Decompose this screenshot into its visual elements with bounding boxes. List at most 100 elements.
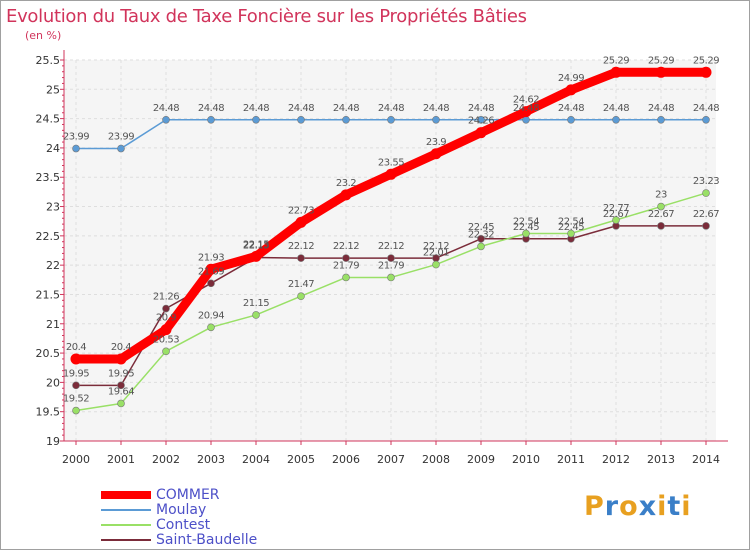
point-moulay — [612, 115, 620, 124]
point-saint-baudelle — [72, 381, 80, 390]
point-moulay — [477, 115, 485, 124]
data-label-moulay: 24.48 — [333, 103, 359, 114]
y-tick-label: 22 — [46, 259, 60, 272]
x-tick-label: 2006 — [332, 453, 360, 466]
point-moulay — [387, 115, 395, 124]
point-saint-baudelle — [162, 304, 170, 313]
legend-label-contest: Contest — [156, 517, 211, 533]
point-moulay — [342, 115, 350, 124]
point-contest — [252, 311, 260, 319]
chart-title: Evolution du Taux de Taxe Foncière sur l… — [6, 6, 527, 27]
point-moulay — [252, 115, 260, 124]
point-saint-baudelle — [342, 254, 350, 262]
y-tick-label: 25.5 — [36, 54, 61, 67]
legend-swatch-moulay — [101, 509, 151, 511]
point-contest — [207, 323, 215, 332]
y-tick-label: 20 — [46, 376, 60, 389]
data-label-commer: 25.29 — [603, 55, 629, 66]
point-contest — [612, 216, 620, 224]
point-commer — [385, 168, 397, 180]
data-label-moulay: 24.48 — [423, 103, 449, 114]
data-label-moulay: 24.48 — [693, 103, 719, 114]
legend-swatch-commer — [101, 491, 151, 499]
point-moulay — [72, 144, 80, 153]
point-saint-baudelle — [207, 279, 215, 288]
point-moulay — [432, 115, 440, 124]
x-tick-label: 2000 — [62, 453, 90, 466]
legend-label-saint-baudelle: Saint-Baudelle — [156, 532, 258, 548]
data-label-commer: 20.4 — [66, 342, 86, 353]
data-label-moulay: 24.48 — [288, 103, 314, 114]
point-moulay — [117, 144, 125, 153]
point-commer — [430, 148, 442, 160]
logo-letter: t — [667, 491, 682, 522]
unit-label: (en %) — [25, 29, 62, 42]
data-label-contest: 21.15 — [243, 298, 269, 309]
point-contest — [162, 347, 170, 356]
data-label-contest: 22.77 — [603, 203, 629, 214]
x-tick-label: 2009 — [467, 453, 495, 466]
x-tick-label: 2010 — [512, 453, 540, 466]
point-saint-baudelle — [297, 254, 305, 262]
point-commer — [70, 353, 82, 365]
data-label-contest: 23.23 — [693, 176, 719, 187]
data-label-contest: 22.54 — [558, 217, 584, 228]
x-tick-label: 2002 — [152, 453, 180, 466]
x-tick-label: 2003 — [197, 453, 225, 466]
data-label-saint-baudelle: 22.12 — [423, 241, 449, 252]
point-commer — [520, 106, 532, 118]
point-contest — [702, 189, 710, 197]
data-label-saint-baudelle: 22.67 — [648, 209, 674, 220]
data-label-commer: 21.93 — [198, 252, 224, 263]
data-label-saint-baudelle: 21.26 — [153, 292, 179, 303]
data-label-moulay: 24.48 — [243, 103, 269, 114]
x-tick-label: 2007 — [377, 453, 405, 466]
data-label-saint-baudelle: 22.12 — [378, 241, 404, 252]
data-label-saint-baudelle: 22.12 — [333, 241, 359, 252]
point-commer — [295, 216, 307, 228]
data-label-contest: 22.54 — [513, 217, 539, 228]
data-label-moulay: 24.48 — [513, 103, 539, 114]
y-tick-label: 24.5 — [36, 113, 61, 126]
y-tick-label: 21.5 — [36, 288, 61, 301]
point-moulay — [657, 115, 665, 124]
point-moulay — [297, 115, 305, 124]
legend-swatch-contest — [101, 524, 151, 526]
data-label-saint-baudelle: 21.69 — [198, 266, 224, 277]
data-label-moulay: 24.48 — [648, 103, 674, 114]
data-label-saint-baudelle: 22.12 — [288, 241, 314, 252]
point-saint-baudelle — [477, 234, 485, 243]
y-tick-label: 22.5 — [36, 230, 61, 243]
data-label-commer: 25.29 — [693, 55, 719, 66]
data-label-commer: 20.4 — [111, 342, 131, 353]
point-commer — [475, 127, 487, 139]
point-contest — [657, 202, 665, 211]
data-labels: 20.4 20.4 20.9 21.93 22.15 22.73 23.2 23.55 23.9… — [63, 55, 720, 405]
point-contest — [567, 229, 575, 238]
data-label-contest: 23 — [655, 190, 667, 201]
point-saint-baudelle — [387, 254, 395, 262]
legend-item-moulay: Moulay — [101, 502, 321, 518]
point-commer — [655, 66, 667, 78]
point-contest — [72, 406, 80, 415]
data-label-contest: 19.52 — [63, 394, 89, 405]
point-contest — [387, 273, 395, 282]
x-tick-label: 2012 — [602, 453, 630, 466]
data-label-commer: 24.99 — [558, 73, 584, 84]
logo-letter: P — [584, 491, 605, 522]
data-label-contest: 21.47 — [288, 279, 314, 290]
logo-letter: x — [638, 491, 658, 522]
data-label-contest: 22.32 — [468, 229, 494, 240]
data-label-saint-baudelle: 22.45 — [558, 222, 584, 233]
data-label-commer: 20.9 — [156, 313, 176, 324]
point-commer — [205, 263, 217, 275]
point-commer — [115, 353, 127, 365]
data-label-moulay: 24.48 — [558, 103, 584, 114]
axes: 19 19.5 20 20.5 21 21.5 22 22.5 23 23.5 24 24.5 25 25… — [36, 50, 728, 466]
x-tick-label: 2014 — [692, 453, 720, 466]
data-label-contest: 20.53 — [153, 334, 179, 345]
x-tick-label: 2001 — [107, 453, 135, 466]
point-commer — [160, 324, 172, 336]
data-label-moulay: 24.48 — [153, 103, 179, 114]
point-commer — [340, 189, 352, 201]
